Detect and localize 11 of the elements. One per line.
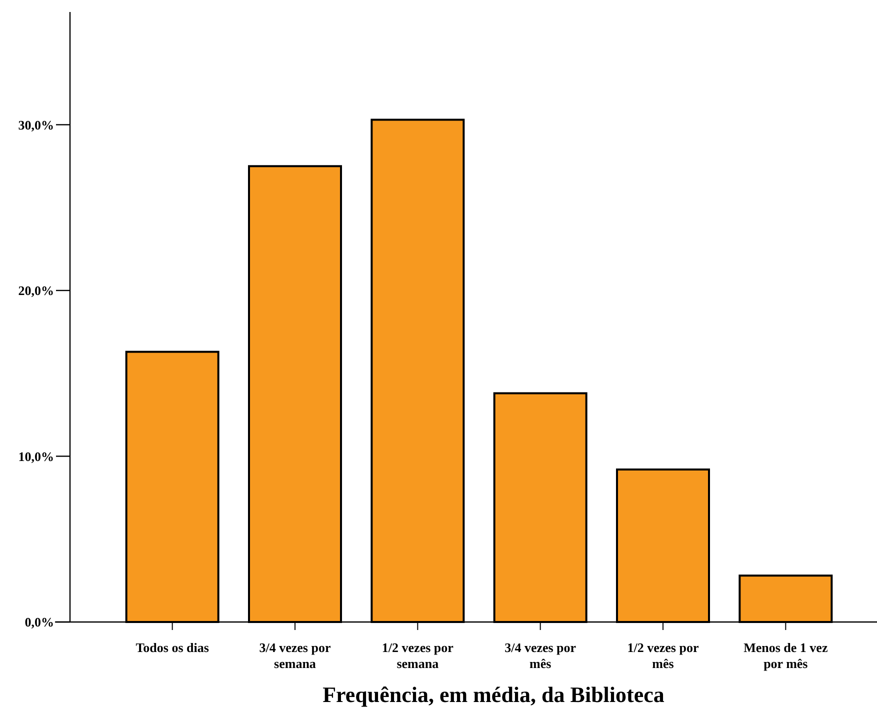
x-tick-label: 1/2 vezes por mês bbox=[627, 640, 699, 671]
y-tick-label: 30,0% bbox=[18, 117, 54, 132]
x-tick-label: 1/2 vezes por semana bbox=[382, 640, 454, 671]
y-tick-label: 0,0% bbox=[24, 614, 54, 630]
x-tick-label: 3/4 vezes por mês bbox=[504, 640, 576, 671]
x-tick-label: Todos os dias bbox=[136, 640, 209, 655]
x-axis-title: Frequência, em média, da Biblioteca bbox=[322, 682, 664, 707]
y-tick-label: 10,0% bbox=[18, 448, 54, 464]
x-tick-label: 3/4 vezes por semana bbox=[259, 640, 331, 671]
y-tick-label: 20,0% bbox=[18, 283, 54, 298]
x-tick-label: Menos de 1 vez por mês bbox=[744, 640, 828, 671]
